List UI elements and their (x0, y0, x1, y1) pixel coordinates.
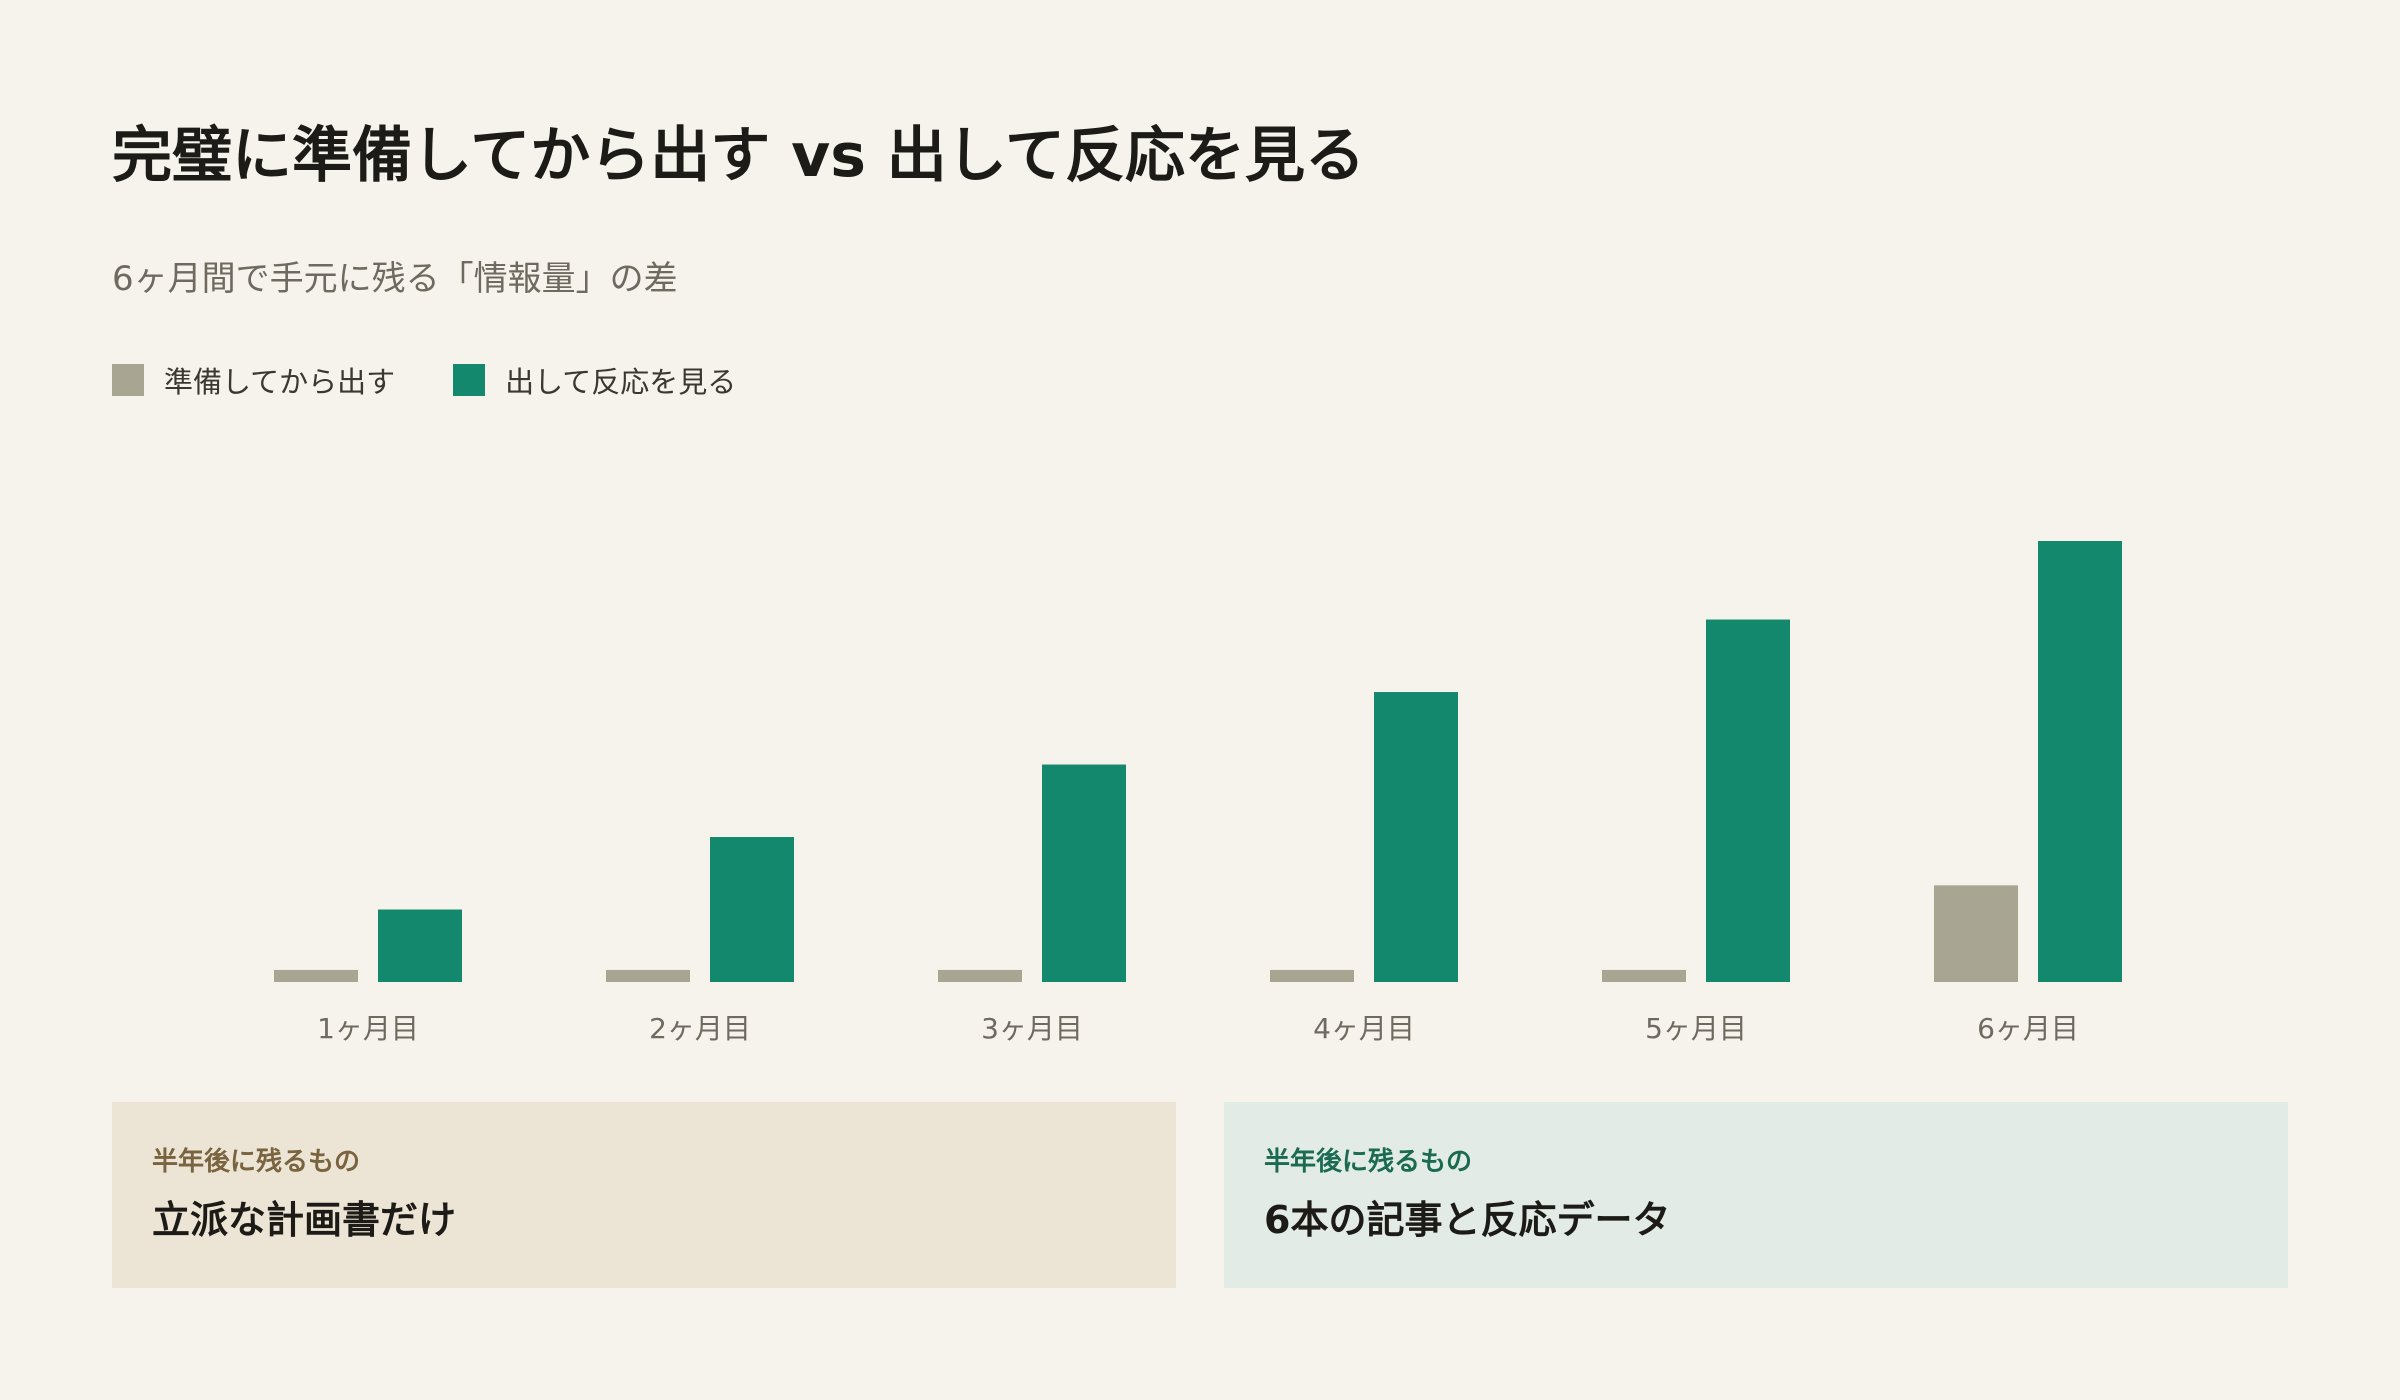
chart-legend: 準備してから出す 出して反応を見る (112, 357, 794, 403)
bar-prepare-first-4 (1270, 969, 1354, 982)
bar-ship-and-learn-1 (378, 909, 462, 982)
bar-ship-and-learn-2 (710, 837, 794, 982)
x-tick-label: 6ヶ月目 (1977, 1012, 2079, 1045)
chart-subtitle: 6ヶ月間で手元に残る「情報量」の差 (112, 259, 678, 299)
x-tick-label: 5ヶ月目 (1645, 1012, 1747, 1045)
result-card-kicker: 半年後に残るもの (152, 1147, 361, 1177)
legend-label-ship-and-learn: 出して反応を見る (505, 365, 737, 399)
result-card-value: 立派な計画書だけ (152, 1198, 457, 1242)
legend-label-prepare-first: 準備してから出す (164, 365, 396, 399)
result-card-kicker: 半年後に残るもの (1264, 1147, 1473, 1177)
bar-ship-and-learn-5 (1706, 619, 1790, 982)
x-tick-label: 3ヶ月目 (981, 1012, 1083, 1045)
result-card-prepare-first: 半年後に残るもの 立派な計画書だけ (112, 1102, 1176, 1288)
bar-prepare-first-6 (1934, 885, 2018, 982)
legend-swatch-ship-and-learn (453, 364, 486, 396)
bar-chart: 1ヶ月目 2ヶ月目 3ヶ月目 4ヶ月目 5ヶ月目 6ヶ月目 (274, 541, 2122, 1045)
bar-ship-and-learn-6 (2038, 541, 2122, 982)
chart-title: 完璧に準備してから出す vs 出して反応を見る (112, 121, 1366, 191)
x-tick-label: 2ヶ月目 (649, 1012, 751, 1045)
legend-item-ship-and-learn: 出して反応を見る (453, 359, 736, 401)
result-card-value: 6本の記事と反応データ (1264, 1198, 1671, 1242)
x-tick-label: 1ヶ月目 (317, 1012, 419, 1045)
bar-prepare-first-2 (606, 969, 690, 982)
bar-prepare-first-5 (1602, 969, 1686, 982)
legend-swatch-prepare-first (112, 364, 144, 396)
legend-item-prepare-first: 準備してから出す (112, 359, 395, 401)
bar-ship-and-learn-4 (1374, 692, 1458, 982)
bar-ship-and-learn-3 (1042, 764, 1126, 982)
bar-prepare-first-1 (274, 969, 358, 982)
result-card-ship-and-learn: 半年後に残るもの 6本の記事と反応データ (1224, 1102, 2288, 1288)
x-tick-label: 4ヶ月目 (1313, 1012, 1415, 1045)
bar-prepare-first-3 (938, 969, 1022, 982)
